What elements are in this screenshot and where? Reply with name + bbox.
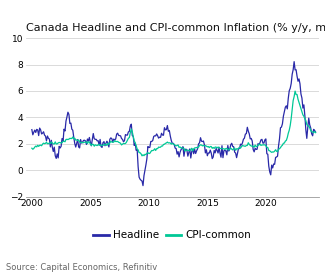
CPI-common [103,143,107,146]
Line: Headline: Headline [32,62,316,186]
Headline [177,155,181,159]
Headline [103,144,107,147]
Line: CPI-common: CPI-common [32,91,316,156]
CPI-common [177,146,181,149]
Headline [311,134,315,137]
CPI-common [314,131,318,134]
CPI-common [140,154,144,158]
Headline [30,128,34,131]
Headline [314,130,318,133]
Headline [141,184,145,187]
Text: Source: Capital Economics, Refinitiv: Source: Capital Economics, Refinitiv [6,263,158,272]
CPI-common [311,130,315,133]
CPI-common [194,146,198,149]
Text: Canada Headline and CPI-common Inflation (% y/y, monthly): Canada Headline and CPI-common Inflation… [26,23,325,33]
Headline [126,130,130,133]
Legend: Headline, CPI-common: Headline, CPI-common [93,230,251,240]
Headline [292,60,296,63]
CPI-common [293,90,297,93]
CPI-common [126,136,130,140]
Headline [105,140,109,143]
CPI-common [105,144,109,147]
CPI-common [30,147,34,150]
Headline [194,152,198,155]
